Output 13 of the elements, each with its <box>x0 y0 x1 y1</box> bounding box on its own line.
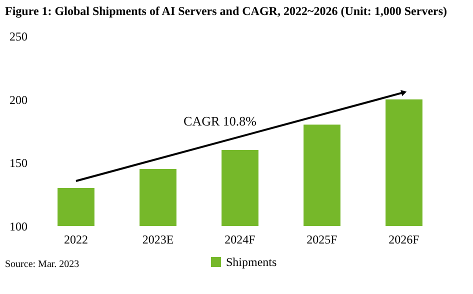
chart-title: Figure 1: Global Shipments of AI Servers and CAGR, 2022~2026 (Unit: 1,000 Servers) <box>5 4 448 18</box>
source-note: Source: Mar. 2023 <box>5 259 80 270</box>
y-tick-label: 100 <box>10 220 28 234</box>
y-tick-label: 250 <box>10 30 28 44</box>
x-tick-label: 2026F <box>388 232 420 246</box>
x-tick-label: 2023E <box>142 232 174 246</box>
x-tick-label: 2025F <box>306 232 338 246</box>
annotation: CAGR 10.8% <box>184 114 257 129</box>
x-tick-label: 2022 <box>64 232 88 246</box>
legend-label: Shipments <box>226 255 277 269</box>
x-tick-label: 2024F <box>224 232 256 246</box>
y-tick-label: 200 <box>10 92 28 107</box>
y-tick-label: 150 <box>10 156 28 170</box>
